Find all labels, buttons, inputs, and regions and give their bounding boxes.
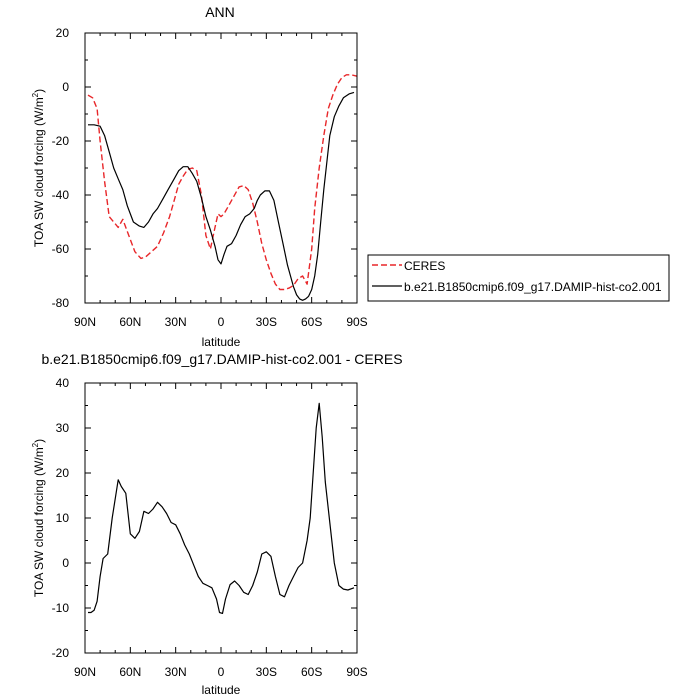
chart-top-x-tick-label: 60N [119, 315, 141, 329]
chart-bottom-y-tick-label: 0 [62, 556, 69, 570]
chart-top-y-tick-label: 20 [56, 26, 70, 40]
chart-bottom-y-tick-label: -10 [52, 601, 70, 615]
chart-bottom-x-tick-label: 30S [256, 665, 277, 679]
chart-top-x-axis-title: latitude [202, 335, 241, 349]
chart-top-y-tick-label: -80 [52, 296, 70, 310]
chart-bottom-y-tick-label: 20 [56, 466, 70, 480]
chart-bottom-y-axis-title: TOA SW cloud forcing (W/m2) [31, 439, 46, 597]
chart-bottom-x-tick-label: 30N [165, 665, 187, 679]
chart-top-y-tick-label: -20 [52, 134, 70, 148]
chart-bottom-y-axis: 40 30 20 10 0 -10 -20 [52, 376, 357, 660]
chart-bottom-x-tick-label: 90N [74, 665, 96, 679]
legend-label-ceres: CERES [404, 259, 445, 273]
chart-bottom-x-tick-label: 0 [218, 665, 225, 679]
chart-top-x-tick-label: 60S [301, 315, 322, 329]
chart-bottom-y-tick-label: -20 [52, 646, 70, 660]
chart-top-y-tick-label: -60 [52, 242, 70, 256]
chart-top-x-tick-label: 90N [74, 315, 96, 329]
chart-top-x-axis: 90N 60N 30N 0 30S 60S 90S [74, 33, 368, 329]
chart-bottom-y-tick-label: 40 [56, 376, 70, 390]
chart-top-y-tick-label: 0 [62, 80, 69, 94]
chart-top-y-axis: 20 0 -20 -40 -60 -80 [52, 26, 357, 310]
chart-bottom-title: b.e21.B1850cmip6.f09_g17.DAMIP-hist-co2.… [41, 351, 402, 367]
chart-bottom-x-tick-label: 90S [346, 665, 367, 679]
legend-box [367, 254, 670, 302]
chart-top-title: ANN [205, 4, 235, 20]
chart-bottom-y-tick-label: 30 [56, 421, 70, 435]
chart-top-y-tick-label: -40 [52, 188, 70, 202]
chart-top-y-axis-title: TOA SW cloud forcing (W/m2) [31, 89, 46, 247]
legend-label-model: b.e21.B1850cmip6.f09_g17.DAMIP-hist-co2.… [404, 280, 662, 294]
chart-top-series-group [87, 74, 358, 301]
chart-bottom-x-tick-label: 60N [119, 665, 141, 679]
chart-bottom-x-axis: 90N 60N 30N 0 30S 60S 90S [74, 383, 368, 679]
chart-top: ANN 200-20-40-60-80 90N 60N 30N 0 30S 60S 90S … [31, 4, 368, 349]
chart-top-series-line-model [88, 91, 355, 301]
chart-bottom-x-axis-title: latitude [202, 683, 241, 697]
chart-top-x-tick-label: 30S [256, 315, 277, 329]
chart-bottom-series-line-model [88, 402, 355, 615]
chart-top-x-tick-label: 30N [165, 315, 187, 329]
chart-bottom-series-group [88, 402, 355, 615]
chart-bottom-x-tick-label: 60S [301, 665, 322, 679]
chart-bottom-y-tick-label: 10 [56, 511, 70, 525]
legend: CERES b.e21.B1850cmip6.f09_g17.DAMIP-his… [367, 254, 670, 302]
chart-top-x-tick-label: 90S [346, 315, 367, 329]
chart-bottom: b.e21.B1850cmip6.f09_g17.DAMIP-hist-co2.… [31, 351, 403, 697]
chart-top-x-tick-label: 0 [218, 315, 225, 329]
